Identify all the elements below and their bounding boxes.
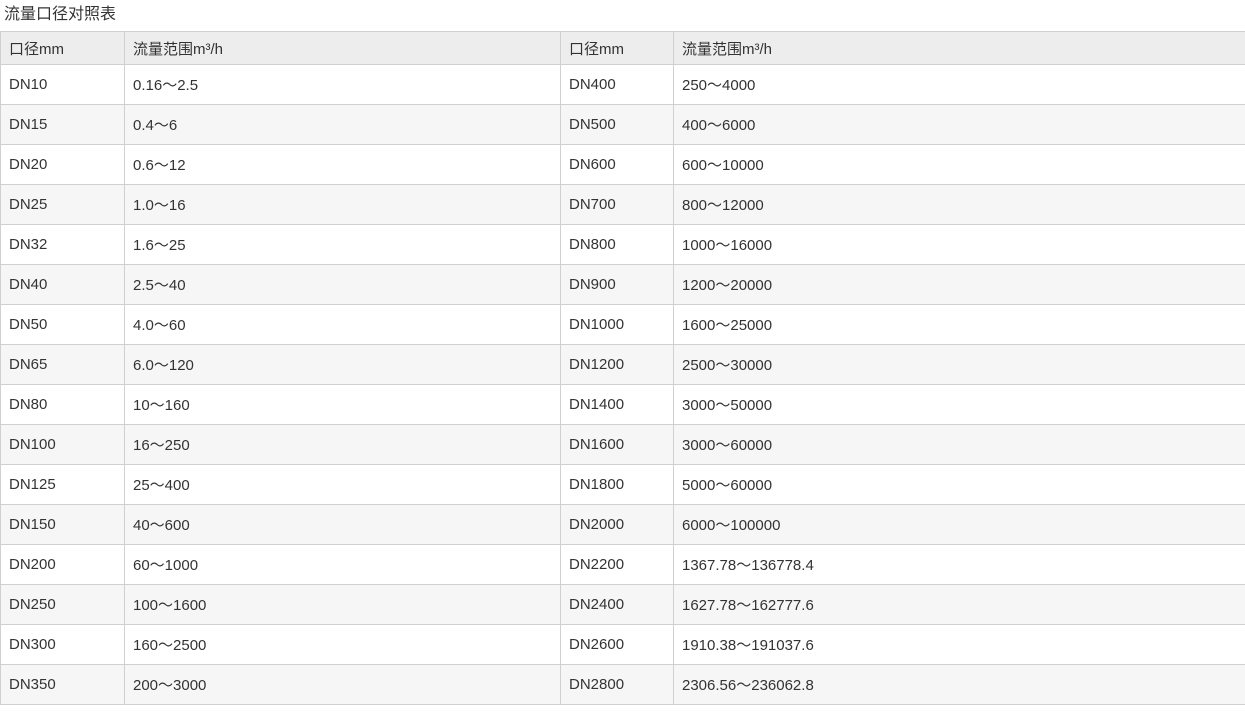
cell-flowrange-left: 25～400 — [124, 464, 561, 505]
table-row: DN100 16～250 DN1600 3000～60000 — [0, 424, 1245, 465]
cell-diameter-right: DN500 — [560, 104, 674, 145]
cell-flowrange-left: 0.6～12 — [124, 144, 561, 185]
column-header-diameter-right: 口径mm — [560, 31, 674, 65]
cell-flowrange-left: 200～3000 — [124, 664, 561, 705]
cell-diameter-right: DN1400 — [560, 384, 674, 425]
cell-flowrange-right: 250～4000 — [673, 64, 1245, 105]
cell-diameter-left: DN125 — [0, 464, 125, 505]
cell-diameter-left: DN150 — [0, 504, 125, 545]
table-header: 口径mm 流量范围m³/h 口径mm 流量范围m³/h — [0, 31, 1245, 65]
cell-flowrange-right: 1910.38～191037.6 — [673, 624, 1245, 665]
page-title: 流量口径对照表 — [4, 6, 117, 23]
cell-flowrange-left: 60～1000 — [124, 544, 561, 585]
cell-diameter-right: DN1600 — [560, 424, 674, 465]
table-body: DN10 0.16～2.5 DN400 250～4000 DN15 0.4～6 DN500 4… — [0, 64, 1245, 705]
cell-diameter-right: DN1800 — [560, 464, 674, 505]
cell-flowrange-right: 400～6000 — [673, 104, 1245, 145]
cell-flowrange-right: 600～10000 — [673, 144, 1245, 185]
column-header-flowrange-left: 流量范围m³/h — [124, 31, 561, 65]
column-header-diameter-left: 口径mm — [0, 31, 125, 65]
cell-diameter-left: DN40 — [0, 264, 125, 305]
cell-diameter-right: DN2000 — [560, 504, 674, 545]
table-row: DN350 200～3000 DN2800 2306.56～236062.8 — [0, 664, 1245, 705]
cell-diameter-left: DN250 — [0, 584, 125, 625]
table-row: DN20 0.6～12 DN600 600～10000 — [0, 144, 1245, 185]
cell-diameter-right: DN700 — [560, 184, 674, 225]
cell-flowrange-left: 6.0～120 — [124, 344, 561, 385]
cell-flowrange-left: 4.0～60 — [124, 304, 561, 345]
flow-diameter-table: 口径mm 流量范围m³/h 口径mm 流量范围m³/h DN10 0.16～2.5… — [0, 31, 1245, 705]
table-row: DN150 40～600 DN2000 6000～100000 — [0, 504, 1245, 545]
cell-diameter-right: DN1000 — [560, 304, 674, 345]
cell-diameter-left: DN25 — [0, 184, 125, 225]
cell-flowrange-left: 0.4～6 — [124, 104, 561, 145]
cell-diameter-left: DN15 — [0, 104, 125, 145]
cell-diameter-left: DN80 — [0, 384, 125, 425]
cell-diameter-right: DN800 — [560, 224, 674, 265]
cell-diameter-right: DN2200 — [560, 544, 674, 585]
cell-diameter-left: DN100 — [0, 424, 125, 465]
table-row: DN15 0.4～6 DN500 400～6000 — [0, 104, 1245, 145]
cell-diameter-right: DN1200 — [560, 344, 674, 385]
cell-flowrange-right: 5000～60000 — [673, 464, 1245, 505]
table-row: DN300 160～2500 DN2600 1910.38～191037.6 — [0, 624, 1245, 665]
cell-flowrange-left: 10～160 — [124, 384, 561, 425]
table-row: DN10 0.16～2.5 DN400 250～4000 — [0, 64, 1245, 105]
cell-flowrange-left: 0.16～2.5 — [124, 64, 561, 105]
table-row: DN25 1.0～16 DN700 800～12000 — [0, 184, 1245, 225]
cell-flowrange-left: 2.5～40 — [124, 264, 561, 305]
cell-flowrange-left: 16～250 — [124, 424, 561, 465]
cell-diameter-left: DN300 — [0, 624, 125, 665]
cell-flowrange-left: 160～2500 — [124, 624, 561, 665]
table-row: DN40 2.5～40 DN900 1200～20000 — [0, 264, 1245, 305]
cell-diameter-right: DN2600 — [560, 624, 674, 665]
cell-flowrange-right: 2306.56～236062.8 — [673, 664, 1245, 705]
column-header-flowrange-right: 流量范围m³/h — [673, 31, 1245, 65]
cell-flowrange-right: 1600～25000 — [673, 304, 1245, 345]
table-header-row: 口径mm 流量范围m³/h 口径mm 流量范围m³/h — [0, 31, 1245, 65]
cell-diameter-left: DN20 — [0, 144, 125, 185]
table-row: DN65 6.0～120 DN1200 2500～30000 — [0, 344, 1245, 385]
table-row: DN125 25～400 DN1800 5000～60000 — [0, 464, 1245, 505]
cell-diameter-left: DN200 — [0, 544, 125, 585]
cell-flowrange-left: 1.6～25 — [124, 224, 561, 265]
cell-diameter-left: DN10 — [0, 64, 125, 105]
cell-diameter-right: DN2400 — [560, 584, 674, 625]
cell-flowrange-right: 2500～30000 — [673, 344, 1245, 385]
table-row: DN32 1.6～25 DN800 1000～16000 — [0, 224, 1245, 265]
table-row: DN80 10～160 DN1400 3000～50000 — [0, 384, 1245, 425]
cell-diameter-left: DN65 — [0, 344, 125, 385]
cell-flowrange-left: 1.0～16 — [124, 184, 561, 225]
cell-flowrange-left: 40～600 — [124, 504, 561, 545]
cell-flowrange-right: 1000～16000 — [673, 224, 1245, 265]
cell-diameter-right: DN400 — [560, 64, 674, 105]
table-row: DN200 60～1000 DN2200 1367.78～136778.4 — [0, 544, 1245, 585]
table-row: DN250 100～1600 DN2400 1627.78～162777.6 — [0, 584, 1245, 625]
cell-flowrange-right: 3000～50000 — [673, 384, 1245, 425]
cell-flowrange-right: 3000～60000 — [673, 424, 1245, 465]
cell-flowrange-right: 6000～100000 — [673, 504, 1245, 545]
cell-flowrange-left: 100～1600 — [124, 584, 561, 625]
cell-diameter-left: DN350 — [0, 664, 125, 705]
cell-flowrange-right: 1200～20000 — [673, 264, 1245, 305]
cell-flowrange-right: 1627.78～162777.6 — [673, 584, 1245, 625]
cell-diameter-right: DN2800 — [560, 664, 674, 705]
cell-flowrange-right: 800～12000 — [673, 184, 1245, 225]
table-row: DN50 4.0～60 DN1000 1600～25000 — [0, 304, 1245, 345]
cell-diameter-left: DN50 — [0, 304, 125, 345]
cell-diameter-right: DN600 — [560, 144, 674, 185]
cell-diameter-left: DN32 — [0, 224, 125, 265]
cell-diameter-right: DN900 — [560, 264, 674, 305]
cell-flowrange-right: 1367.78～136778.4 — [673, 544, 1245, 585]
